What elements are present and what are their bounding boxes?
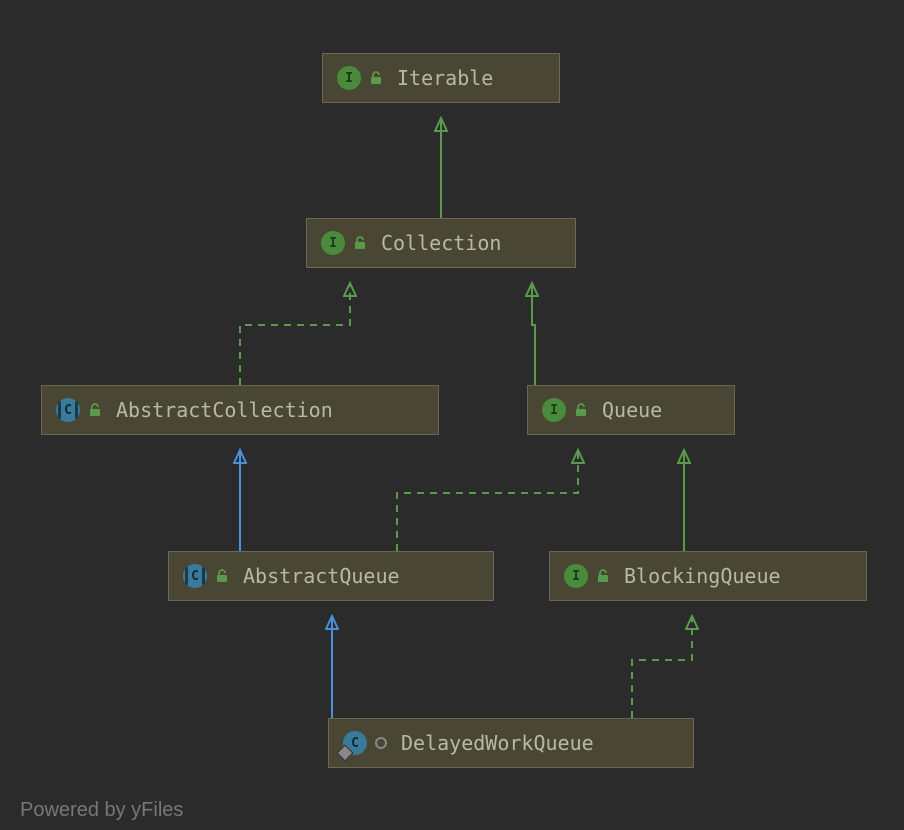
abstract-class-badge-icon: C xyxy=(183,564,207,588)
unlock-icon xyxy=(369,71,383,85)
interface-badge-icon: I xyxy=(321,231,345,255)
node-label: AbstractCollection xyxy=(116,398,333,422)
interface-badge-icon: I xyxy=(337,66,361,90)
edge-abstractcollection-to-collection xyxy=(240,283,350,385)
node-label: Queue xyxy=(602,398,662,422)
unlock-icon xyxy=(574,403,588,417)
node-abstractcollection[interactable]: C AbstractCollection xyxy=(41,385,439,435)
node-label: DelayedWorkQueue xyxy=(401,731,594,755)
node-label: BlockingQueue xyxy=(624,564,781,588)
visibility-icon xyxy=(375,737,387,749)
edge-queue-to-collection xyxy=(532,283,535,385)
unlock-icon xyxy=(88,403,102,417)
class-badge-icon: C xyxy=(343,731,367,755)
node-label: AbstractQueue xyxy=(243,564,400,588)
interface-badge-icon: I xyxy=(564,564,588,588)
unlock-icon xyxy=(215,569,229,583)
unlock-icon xyxy=(596,569,610,583)
node-collection[interactable]: I Collection xyxy=(306,218,576,268)
edge-delayedworkqueue-to-blockingqueue xyxy=(632,616,692,718)
edge-abstractqueue-to-queue xyxy=(397,450,578,551)
node-iterable[interactable]: I Iterable xyxy=(322,53,560,103)
node-blockingqueue[interactable]: I BlockingQueue xyxy=(549,551,867,601)
interface-badge-icon: I xyxy=(542,398,566,422)
node-label: Iterable xyxy=(397,66,493,90)
unlock-icon xyxy=(353,236,367,250)
node-delayedworkqueue[interactable]: C DelayedWorkQueue xyxy=(328,718,694,768)
powered-by-label: Powered by yFiles xyxy=(20,799,183,822)
node-queue[interactable]: I Queue xyxy=(527,385,735,435)
node-abstractqueue[interactable]: C AbstractQueue xyxy=(168,551,494,601)
abstract-class-badge-icon: C xyxy=(56,398,80,422)
node-label: Collection xyxy=(381,231,501,255)
